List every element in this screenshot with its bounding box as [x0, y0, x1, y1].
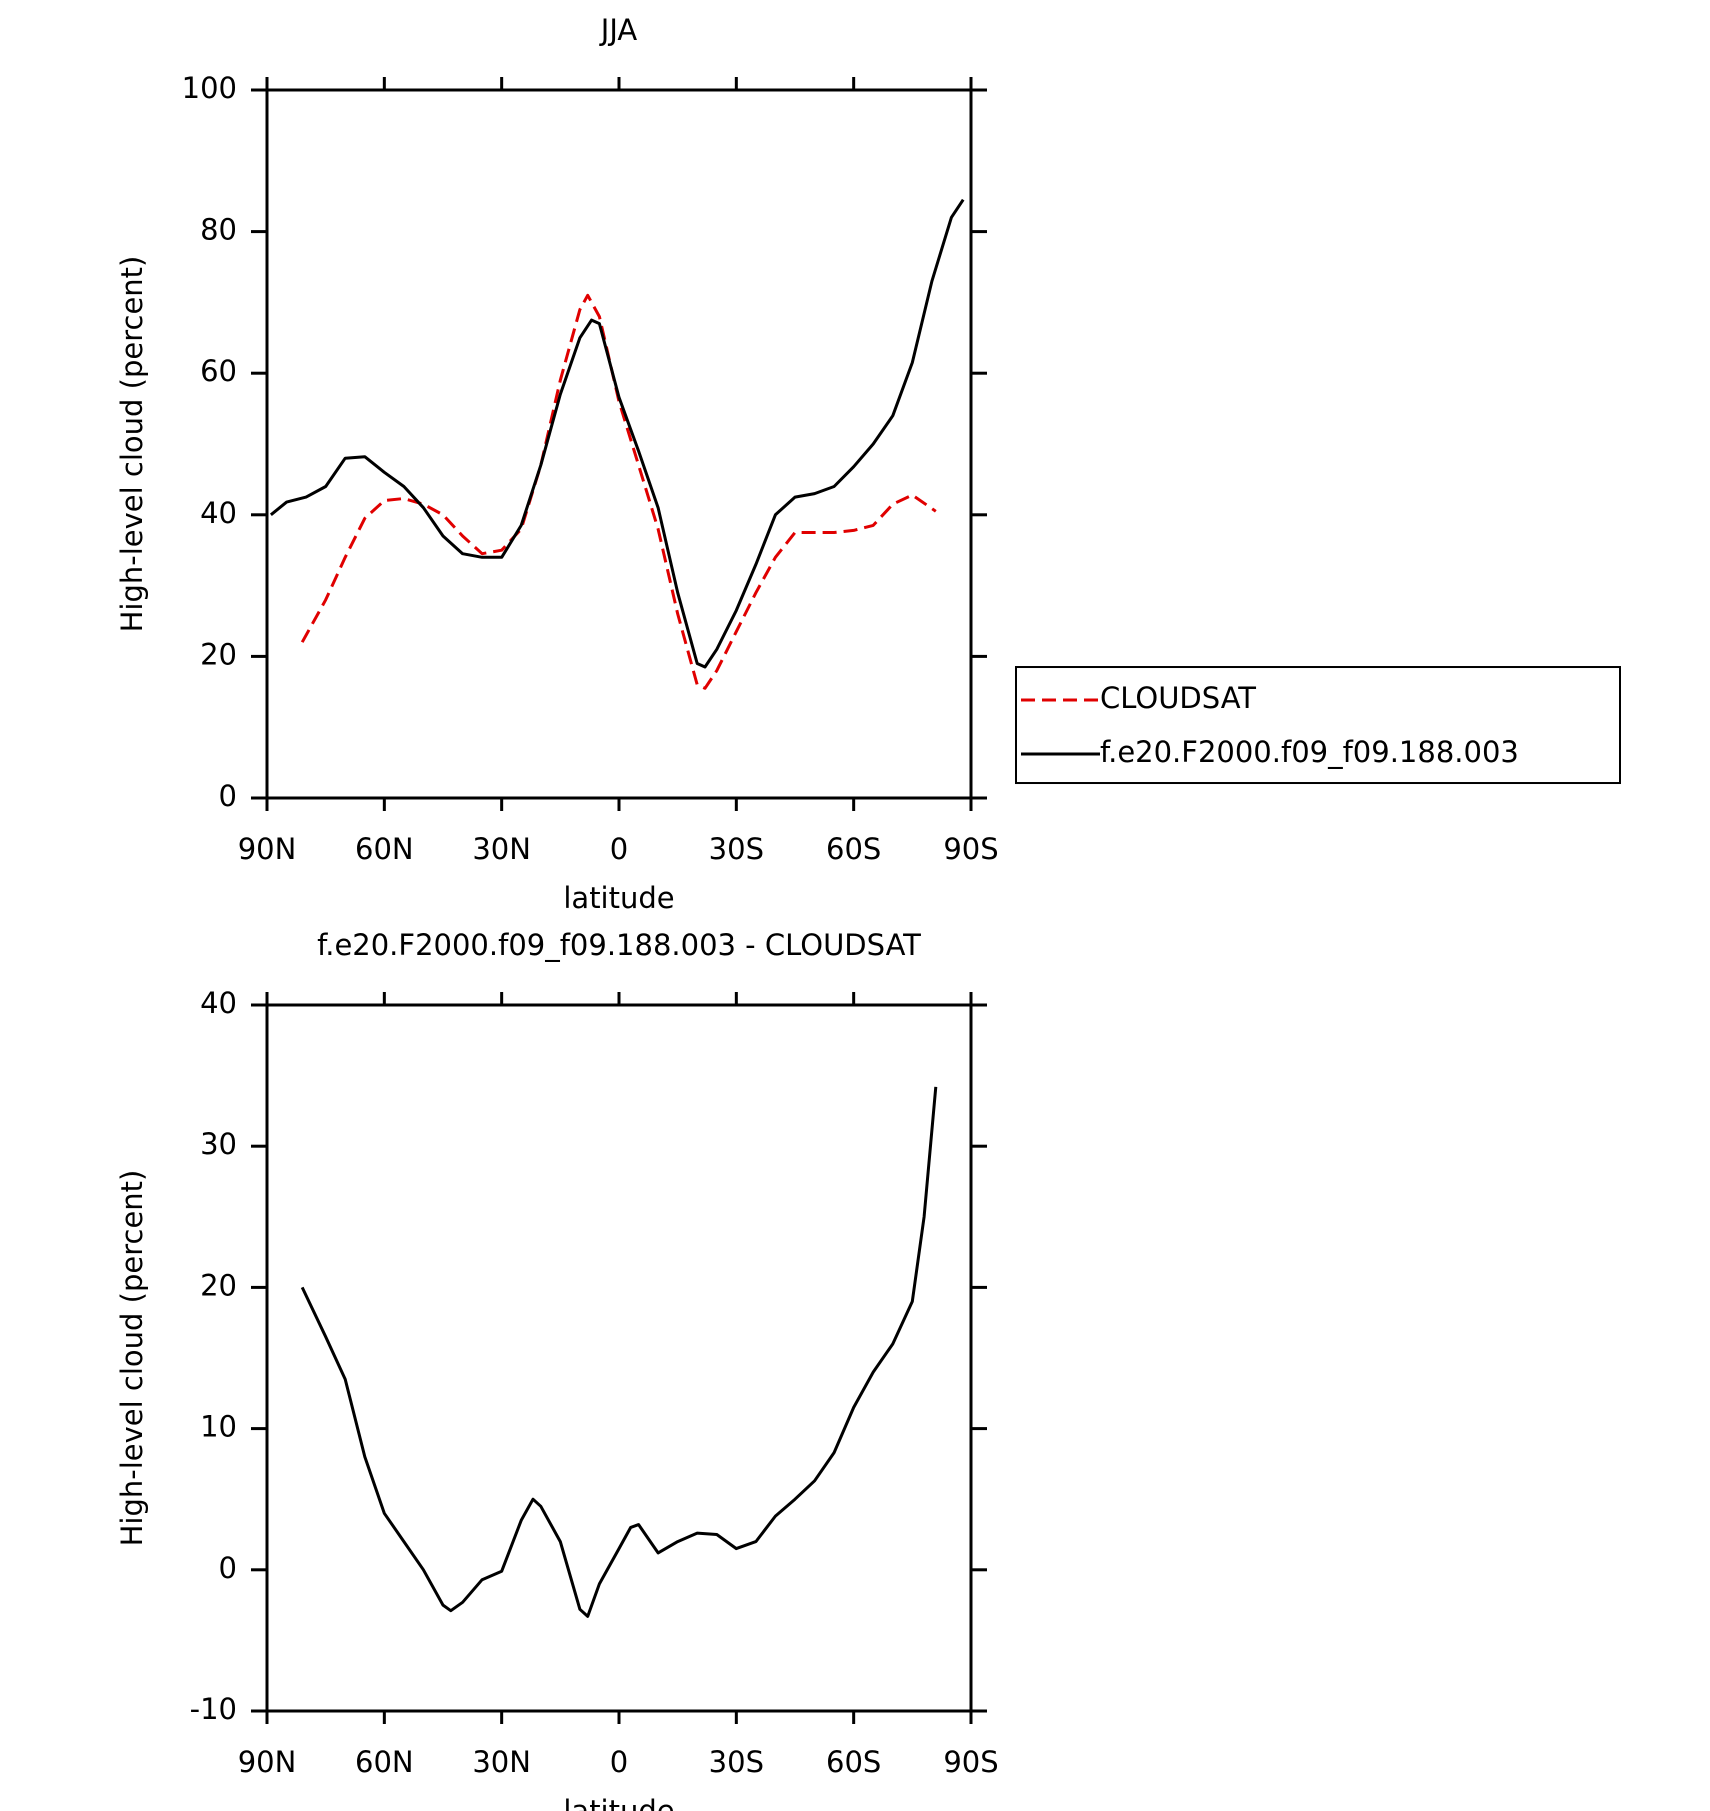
x-tick-label: 60S	[826, 1745, 881, 1779]
y-axis-label: High-level cloud (percent)	[115, 1170, 149, 1547]
legend-label: f.e20.F2000.f09_f09.188.003	[1100, 735, 1519, 769]
x-axis-label: latitude	[563, 1794, 674, 1811]
x-tick-label: 30S	[709, 832, 764, 866]
x-tick-label: 30S	[709, 1745, 764, 1779]
x-tick-label: 0	[610, 1745, 628, 1779]
legend-box	[1015, 666, 1621, 785]
y-tick-label: 100	[182, 71, 237, 105]
chart-title: JJA	[599, 13, 638, 47]
y-tick-label: 80	[200, 213, 237, 247]
x-tick-label: 90N	[238, 1745, 297, 1779]
y-tick-label: 20	[200, 637, 237, 671]
y-tick-label: 0	[219, 779, 237, 813]
data-line	[300, 1086, 938, 1618]
y-tick-label: 0	[219, 1551, 237, 1585]
x-tick-label: 60N	[355, 832, 414, 866]
x-tick-label: 30N	[472, 832, 531, 866]
x-tick-label: 90S	[943, 1745, 998, 1779]
y-tick-label: 20	[200, 1268, 237, 1302]
data-line	[300, 293, 937, 690]
x-tick-label: 90S	[943, 832, 998, 866]
x-axis-label: latitude	[563, 881, 674, 915]
x-tick-label: 90N	[238, 832, 297, 866]
plot-frame	[265, 1003, 973, 1713]
y-tick-label: 40	[200, 496, 237, 530]
y-tick-label: 10	[200, 1410, 237, 1444]
data-line	[269, 198, 965, 669]
y-tick-label: 30	[200, 1127, 237, 1161]
x-tick-label: 0	[610, 832, 628, 866]
x-tick-label: 60N	[355, 1745, 414, 1779]
y-tick-label: 40	[200, 986, 237, 1020]
x-tick-label: 60S	[826, 832, 881, 866]
x-tick-label: 30N	[472, 1745, 531, 1779]
y-tick-label: -10	[190, 1692, 237, 1726]
y-tick-label: 60	[200, 354, 237, 388]
chart-title: f.e20.F2000.f09_f09.188.003 - CLOUDSAT	[317, 928, 921, 962]
y-axis-label: High-level cloud (percent)	[115, 256, 149, 633]
legend-label: CLOUDSAT	[1100, 681, 1256, 715]
plot-frame	[265, 88, 973, 800]
